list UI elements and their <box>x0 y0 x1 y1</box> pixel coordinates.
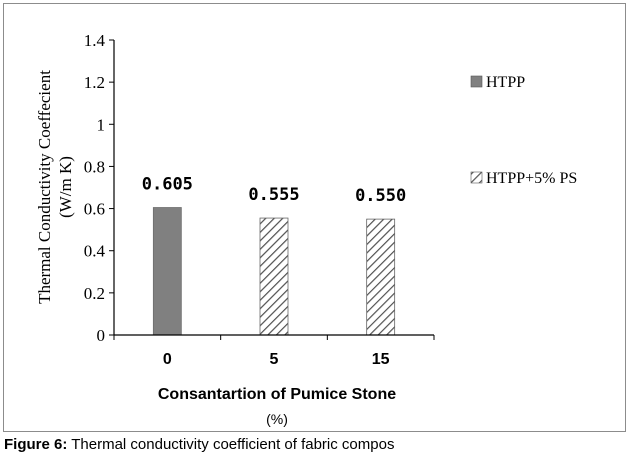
y-tick-label: 0.6 <box>84 200 105 219</box>
legend-label-htpp: HTPP <box>486 74 525 91</box>
x-tick-label: 0 <box>163 351 172 368</box>
y-axis-unit: (W/m K) <box>56 156 75 218</box>
bar-chart: 0 0.2 0.4 0.6 0.8 1 1.2 1.4 0.605 0.555 0.550 0 5 1… <box>35 31 577 427</box>
y-tick-label: 1.2 <box>84 73 105 92</box>
legend-swatch-htpp <box>470 75 483 88</box>
data-label-15: 0.550 <box>355 186 406 206</box>
y-tick-label: 0.4 <box>84 242 106 261</box>
x-axis-unit: (%) <box>266 411 288 427</box>
legend-swatch-htpp-ps <box>470 171 483 184</box>
chart-frame: 0 0.2 0.4 0.6 0.8 1 1.2 1.4 0.605 0.555 0.550 0 5 1… <box>3 3 626 432</box>
y-tick-label: 1.4 <box>84 31 106 50</box>
data-label-0: 0.605 <box>142 175 193 195</box>
x-axis-label: Consantartion of Pumice Stone <box>158 386 396 403</box>
bar-0 <box>152 207 182 336</box>
caption-text: Thermal conductivity coefficient of fabr… <box>71 436 395 453</box>
x-tick-label: 15 <box>372 351 390 368</box>
legend: HTPP HTPP+5% PS <box>470 74 577 187</box>
y-tick-label: 0.8 <box>84 157 105 176</box>
y-tick-label: 1 <box>97 115 106 134</box>
y-tick-label: 0.2 <box>84 284 105 303</box>
data-label-5: 0.555 <box>248 185 299 205</box>
y-tick-label: 0 <box>97 326 106 345</box>
x-tick-label: 5 <box>270 351 279 368</box>
bar-15 <box>366 218 396 336</box>
caption-label: Figure 6: <box>4 436 68 453</box>
figure-caption: Figure 6: Thermal conductivity coefficie… <box>4 434 631 455</box>
bar-5 <box>259 217 289 336</box>
y-axis-label: Thermal Conductivity Coeffecient <box>35 70 54 304</box>
legend-label-htpp-ps: HTPP+5% PS <box>486 170 577 187</box>
